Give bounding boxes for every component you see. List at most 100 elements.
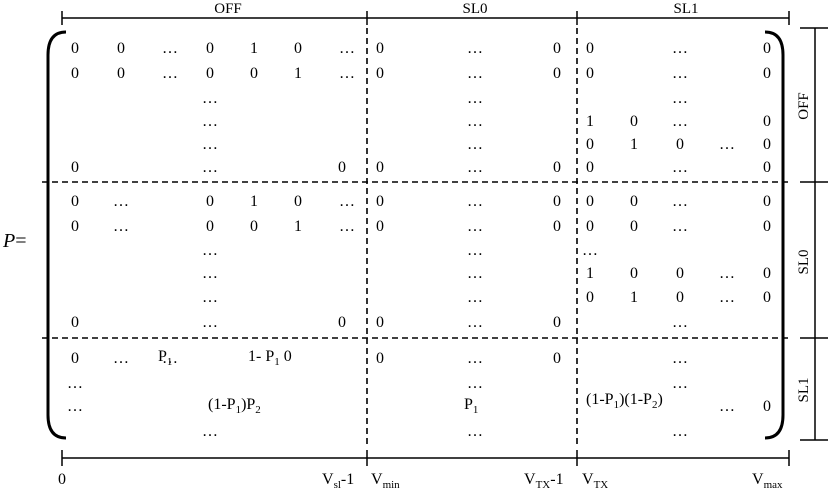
- matrix-entry-value: 0: [676, 289, 684, 306]
- matrix-entry-value: 0: [630, 113, 638, 130]
- matrix-entry-value: 1: [294, 218, 302, 235]
- matrix-entry-one-minus-p1: 1- P1 0: [248, 348, 292, 368]
- matrix-entry-value: 0: [763, 65, 771, 82]
- matrix-entry-value: 0: [763, 113, 771, 130]
- matrix-entry-ellipsis: …: [339, 40, 355, 57]
- matrix-entry-ellipsis: …: [672, 350, 688, 367]
- axis-v-max-label: Vmax: [752, 471, 783, 490]
- matrix-entry-ellipsis: …: [202, 423, 218, 440]
- matrix-entry-value: 0: [71, 40, 79, 57]
- matrix-entry-value: 0: [630, 193, 638, 210]
- matrix-entry-ellipsis: …: [202, 159, 218, 176]
- matrix-entry-ellipsis: …: [719, 289, 735, 306]
- matrix-entry-ellipsis: …: [113, 193, 129, 210]
- matrix-entry-ellipsis: …: [467, 350, 483, 367]
- matrix-entry-value: 0: [630, 265, 638, 282]
- matrix-entry-ellipsis: …: [467, 193, 483, 210]
- matrix-entry-value: 0: [338, 159, 346, 176]
- matrix-entry-value: 0: [586, 193, 594, 210]
- matrix-entry-ellipsis: …: [467, 65, 483, 82]
- matrix-entry-value: 0: [376, 159, 384, 176]
- matrix-entry-ellipsis: …: [672, 65, 688, 82]
- matrix-entry-ellipsis: …: [467, 242, 483, 259]
- matrix-entry-value: 0: [71, 218, 79, 235]
- matrix-entry-value: 0: [71, 350, 79, 367]
- matrix-entry-ellipsis: …: [467, 314, 483, 331]
- matrix-entry-ellipsis: …: [202, 314, 218, 331]
- matrix-entry-value: 0: [763, 136, 771, 153]
- row-label-sl1: SL1: [796, 377, 812, 402]
- matrix-entry-ellipsis: …: [162, 350, 178, 367]
- left-matrix-bracket: [46, 30, 67, 440]
- matrix-entries: P1 1- P1 0 (1-P1)P2 P1 (1-P1)(1-P2) 0 0 … 0…: [67, 40, 771, 440]
- matrix-entry-value: 0: [553, 218, 561, 235]
- matrix-entry-value: 0: [586, 289, 594, 306]
- matrix-entry-ellipsis: …: [202, 242, 218, 259]
- matrix-entry-value: 0: [71, 159, 79, 176]
- matrix-entry-value: 0: [763, 193, 771, 210]
- matrix-entry-value: 0: [376, 350, 384, 367]
- matrix-entry-value: 0: [553, 65, 561, 82]
- matrix-entry-value: 0: [250, 218, 258, 235]
- matrix-entry-value: 0: [586, 40, 594, 57]
- matrix-entry-value: 0: [763, 218, 771, 235]
- axis-v-sl-minus-1-label: Vsl-1: [322, 471, 354, 490]
- matrix-entry-ellipsis: …: [719, 265, 735, 282]
- axis-v-min-label: Vmin: [371, 471, 400, 490]
- matrix-entry-value: 0: [586, 136, 594, 153]
- right-row-ruler: OFF SL0 SL1: [796, 27, 828, 441]
- matrix-entry-value: 0: [763, 40, 771, 57]
- matrix-entry-ellipsis: …: [467, 159, 483, 176]
- matrix-entry-ellipsis: …: [719, 398, 735, 415]
- matrix-entry-value: 1: [586, 265, 594, 282]
- column-label-sl0: SL0: [462, 1, 487, 17]
- right-matrix-bracket: [764, 30, 785, 440]
- matrix-entry-value: 1: [250, 193, 258, 210]
- matrix-entry-ellipsis: …: [162, 65, 178, 82]
- matrix-entry-value: 0: [206, 218, 214, 235]
- matrix-entry-ellipsis: …: [467, 136, 483, 153]
- matrix-entry-ellipsis: …: [67, 398, 83, 415]
- row-label-sl0: SL0: [796, 249, 812, 274]
- matrix-entry-value: 0: [763, 289, 771, 306]
- matrix-entry-value: 0: [206, 40, 214, 57]
- matrix-entry-value: 0: [294, 193, 302, 210]
- matrix-entry-ellipsis: …: [672, 90, 688, 107]
- matrix-entry-value: 0: [71, 314, 79, 331]
- matrix-entry-value: 0: [71, 65, 79, 82]
- matrix-entry-ellipsis: …: [202, 265, 218, 282]
- matrix-entry-ellipsis: …: [202, 90, 218, 107]
- matrix-entry-value: 0: [71, 193, 79, 210]
- matrix-entry-p1-sl0: P1: [464, 396, 478, 416]
- matrix-entry-value: 0: [376, 218, 384, 235]
- matrix-entry-ellipsis: …: [672, 193, 688, 210]
- matrix-entry-value: 0: [338, 314, 346, 331]
- matrix-entry-value: 0: [250, 65, 258, 82]
- matrix-entry-value: 0: [294, 40, 302, 57]
- matrix-entry-ellipsis: …: [202, 113, 218, 130]
- matrix-entry-ellipsis: …: [467, 113, 483, 130]
- column-label-sl1: SL1: [673, 1, 698, 17]
- matrix-entry-ellipsis: …: [113, 218, 129, 235]
- matrix-entry-value: 0: [206, 193, 214, 210]
- matrix-entry-value: 0: [630, 218, 638, 235]
- matrix-entry-value: 0: [376, 40, 384, 57]
- matrix-entry-ellipsis: …: [467, 423, 483, 440]
- matrix-entry-ellipsis: …: [339, 193, 355, 210]
- matrix-entry-value: 1: [586, 113, 594, 130]
- matrix-entry-ellipsis: …: [202, 289, 218, 306]
- matrix-entry-value: 0: [676, 136, 684, 153]
- axis-v-tx-minus-1-label: VTX-1: [524, 471, 564, 490]
- matrix-entry-ellipsis: …: [339, 65, 355, 82]
- matrix-entry-value: 0: [676, 265, 684, 282]
- matrix-entry-value: 0: [376, 193, 384, 210]
- matrix-entry-ellipsis: …: [582, 242, 598, 259]
- matrix-entry-value: 0: [117, 40, 125, 57]
- matrix-entry-ellipsis: …: [719, 136, 735, 153]
- axis-v-tx-label: VTX: [582, 471, 608, 490]
- matrix-entry-ellipsis: …: [672, 113, 688, 130]
- matrix-entry-ellipsis: …: [162, 40, 178, 57]
- matrix-entry-ellipsis: …: [672, 314, 688, 331]
- matrix-entry-value: 0: [553, 159, 561, 176]
